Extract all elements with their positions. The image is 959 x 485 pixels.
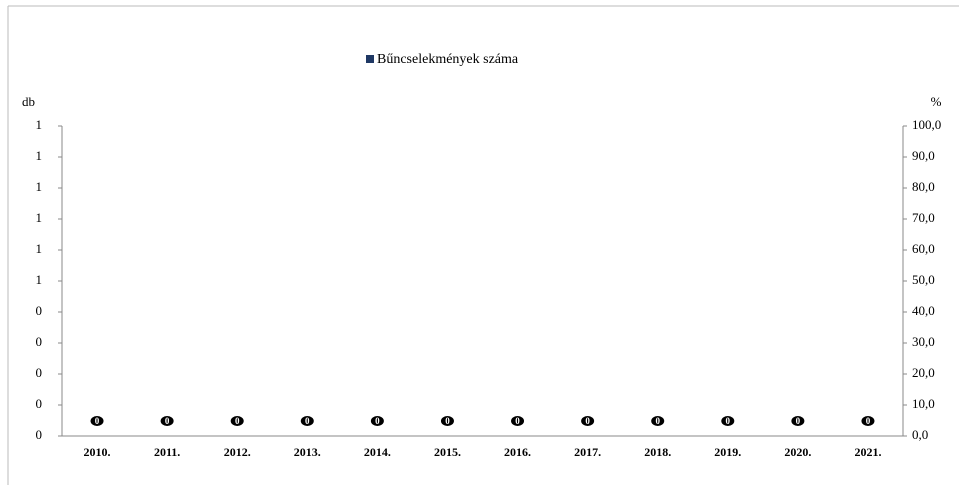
data-label: 0	[95, 416, 100, 426]
x-tick-label: 2014.	[364, 445, 391, 459]
y-tick-label: 1	[36, 117, 43, 132]
y-tick-label: 0	[36, 427, 43, 442]
data-label-bg	[90, 416, 104, 426]
x-tick-label: 2021.	[854, 445, 881, 459]
data-label: 0	[585, 416, 590, 426]
y2-tick-label: 50,0	[912, 272, 935, 287]
x-tick-label: 2017.	[574, 445, 601, 459]
y2-tick-label: 30,0	[912, 334, 935, 349]
data-label-bg	[651, 416, 665, 426]
y2-tick-label: 80,0	[912, 179, 935, 194]
data-label-bg	[370, 416, 384, 426]
x-tick-label: 2019.	[714, 445, 741, 459]
data-label: 0	[445, 416, 450, 426]
data-label-bg	[861, 416, 875, 426]
y2-tick-label: 70,0	[912, 210, 935, 225]
x-tick-label: 2012.	[224, 445, 251, 459]
y-tick-label: 1	[36, 179, 43, 194]
y2-tick-label: 20,0	[912, 365, 935, 380]
y-tick-label: 1	[36, 241, 43, 256]
y2-tick-label: 10,0	[912, 396, 935, 411]
data-label: 0	[796, 416, 801, 426]
data-label: 0	[515, 416, 520, 426]
data-label: 0	[726, 416, 731, 426]
data-label-bg	[791, 416, 805, 426]
y-tick-label: 0	[36, 303, 43, 318]
y-axis-label: db	[22, 94, 35, 109]
x-tick-label: 2018.	[644, 445, 671, 459]
y-tick-label: 0	[36, 334, 43, 349]
data-label-bg	[511, 416, 525, 426]
y-tick-label: 1	[36, 210, 43, 225]
data-label-bg	[160, 416, 174, 426]
data-label: 0	[866, 416, 871, 426]
x-tick-label: 2010.	[84, 445, 111, 459]
data-label: 0	[655, 416, 660, 426]
y2-tick-label: 40,0	[912, 303, 935, 318]
y-tick-label: 0	[36, 365, 43, 380]
y2-tick-label: 90,0	[912, 148, 935, 163]
x-tick-label: 2013.	[294, 445, 321, 459]
y-tick-label: 1	[36, 272, 43, 287]
legend-swatch	[366, 55, 374, 63]
legend-label: Bűncselekmények száma	[377, 52, 519, 67]
x-tick-label: 2011.	[154, 445, 180, 459]
data-label-bg	[581, 416, 595, 426]
y2-axis-label: %	[931, 94, 942, 109]
data-label-bg	[440, 416, 454, 426]
x-tick-label: 2020.	[784, 445, 811, 459]
y-tick-label: 1	[36, 148, 43, 163]
data-label: 0	[165, 416, 170, 426]
data-label-bg	[300, 416, 314, 426]
data-label-bg	[721, 416, 735, 426]
data-label: 0	[375, 416, 380, 426]
y2-tick-label: 100,0	[912, 117, 941, 132]
y2-tick-label: 0,0	[912, 427, 928, 442]
data-label-bg	[230, 416, 244, 426]
y-tick-label: 0	[36, 396, 43, 411]
x-tick-label: 2015.	[434, 445, 461, 459]
x-tick-label: 2016.	[504, 445, 531, 459]
data-label: 0	[235, 416, 240, 426]
data-label: 0	[305, 416, 310, 426]
y2-tick-label: 60,0	[912, 241, 935, 256]
